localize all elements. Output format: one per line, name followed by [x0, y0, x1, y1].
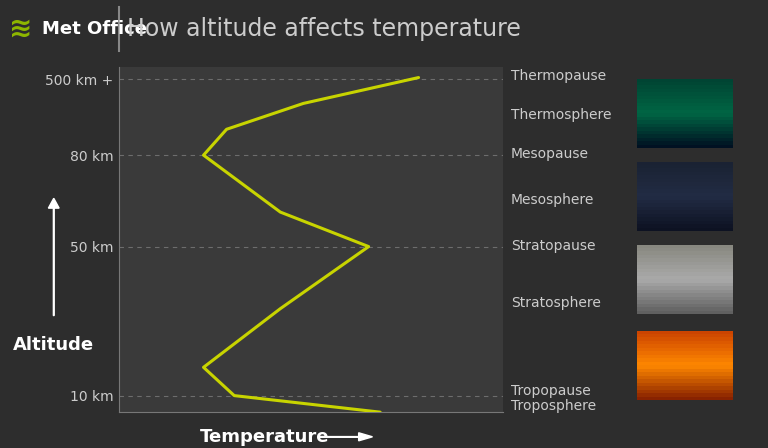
Text: Mesopause: Mesopause — [511, 147, 589, 161]
Text: Tropopause: Tropopause — [511, 384, 591, 398]
Text: How altitude affects temperature: How altitude affects temperature — [127, 17, 521, 41]
Text: Stratosphere: Stratosphere — [511, 297, 601, 310]
Text: Troposphere: Troposphere — [511, 399, 596, 413]
Text: ≋: ≋ — [9, 15, 32, 43]
Text: Thermosphere: Thermosphere — [511, 108, 611, 122]
Text: Altitude: Altitude — [13, 336, 94, 354]
Text: Temperature: Temperature — [200, 428, 329, 446]
Text: Thermopause: Thermopause — [511, 69, 606, 83]
Text: Mesosphere: Mesosphere — [511, 193, 594, 207]
Text: Stratopause: Stratopause — [511, 239, 595, 253]
Text: Met Office: Met Office — [42, 20, 147, 38]
